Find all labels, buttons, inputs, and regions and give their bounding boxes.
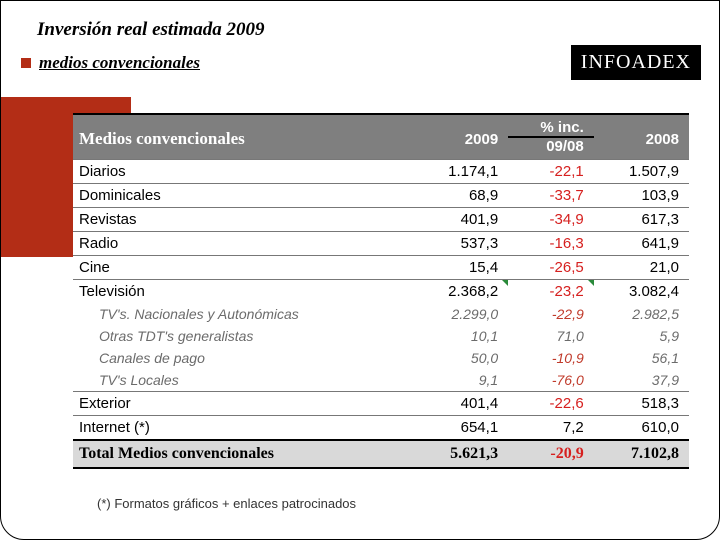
row-2009: 50,0: [413, 347, 508, 369]
row-2008: 610,0: [594, 416, 689, 441]
row-2009: 2.299,0: [413, 303, 508, 325]
footnote: (*) Formatos gráficos + enlaces patrocin…: [97, 496, 356, 511]
row-label: Exterior: [73, 392, 413, 416]
total-2009: 5.621,3: [413, 440, 508, 468]
row-2009: 9,1: [413, 369, 508, 392]
row-label: Cine: [73, 256, 413, 280]
row-label: Televisión: [73, 280, 413, 304]
row-label: TV's. Nacionales y Autonómicas: [73, 303, 413, 325]
row-2009: 10,1: [413, 325, 508, 347]
row-pct: -23,2: [508, 280, 594, 304]
row-label: Diarios: [73, 160, 413, 184]
row-2008: 5,9: [594, 325, 689, 347]
title-area: Inversión real estimada 2009: [1, 1, 719, 45]
row-pct: -26,5: [508, 256, 594, 280]
row-pct: -22,1: [508, 160, 594, 184]
table-row: Otras TDT's generalistas10,171,05,9: [73, 325, 689, 347]
table-row: Diarios1.174,1-22,11.507,9: [73, 160, 689, 184]
row-2008: 3.082,4: [594, 280, 689, 304]
row-2009: 1.174,1: [413, 160, 508, 184]
row-2009: 2.368,2: [413, 280, 508, 304]
total-label: Total Medios convencionales: [73, 440, 413, 468]
row-label: Otras TDT's generalistas: [73, 325, 413, 347]
row-pct: 71,0: [508, 325, 594, 347]
row-label: TV's Locales: [73, 369, 413, 392]
row-2009: 68,9: [413, 184, 508, 208]
row-pct: -76,0: [508, 369, 594, 392]
row-2008: 2.982,5: [594, 303, 689, 325]
table-row: Revistas401,9-34,9617,3: [73, 208, 689, 232]
table-row: Exterior401,4-22,6518,3: [73, 392, 689, 416]
page-title: Inversión real estimada 2009: [37, 19, 719, 41]
table-row: Televisión2.368,2-23,23.082,4: [73, 280, 689, 304]
page-subtitle: medios convencionales: [39, 53, 200, 73]
table-row: Radio537,3-16,3641,9: [73, 232, 689, 256]
row-label: Dominicales: [73, 184, 413, 208]
row-pct: -22,6: [508, 392, 594, 416]
table-row: Dominicales68,9-33,7103,9: [73, 184, 689, 208]
row-pct: 7,2: [508, 416, 594, 441]
table-footer: Total Medios convencionales 5.621,3 -20,…: [73, 440, 689, 468]
data-table-wrap: Medios convencionales 2009 % inc. 2008 0…: [73, 113, 689, 469]
table-row: Canales de pago50,0-10,956,1: [73, 347, 689, 369]
row-2008: 56,1: [594, 347, 689, 369]
row-2009: 401,4: [413, 392, 508, 416]
row-pct: -22,9: [508, 303, 594, 325]
col-header-2009: 2009: [413, 114, 508, 160]
row-pct: -33,7: [508, 184, 594, 208]
table-row: Internet (*)654,17,2610,0: [73, 416, 689, 441]
media-investment-table: Medios convencionales 2009 % inc. 2008 0…: [73, 113, 689, 469]
row-2008: 617,3: [594, 208, 689, 232]
row-pct: -34,9: [508, 208, 594, 232]
row-2008: 21,0: [594, 256, 689, 280]
table-row: TV's Locales9,1-76,037,9: [73, 369, 689, 392]
row-2008: 518,3: [594, 392, 689, 416]
row-label: Radio: [73, 232, 413, 256]
total-pct: -20,9: [508, 440, 594, 468]
brand-logo: INFOADEX: [571, 45, 701, 80]
table-body: Diarios1.174,1-22,11.507,9Dominicales68,…: [73, 160, 689, 441]
row-2009: 15,4: [413, 256, 508, 280]
row-label: Internet (*): [73, 416, 413, 441]
row-pct: -10,9: [508, 347, 594, 369]
row-2009: 654,1: [413, 416, 508, 441]
table-row: TV's. Nacionales y Autonómicas2.299,0-22…: [73, 303, 689, 325]
bullet-icon: [21, 58, 31, 68]
table-row: Cine15,4-26,521,0: [73, 256, 689, 280]
row-2008: 1.507,9: [594, 160, 689, 184]
row-2009: 537,3: [413, 232, 508, 256]
row-2008: 641,9: [594, 232, 689, 256]
row-label: Revistas: [73, 208, 413, 232]
row-label: Canales de pago: [73, 347, 413, 369]
col-header-2008: 2008: [594, 114, 689, 160]
col-header-pct-top: % inc.: [508, 114, 594, 137]
col-header-media: Medios convencionales: [73, 114, 413, 160]
table-header: Medios convencionales 2009 % inc. 2008 0…: [73, 114, 689, 160]
row-2008: 103,9: [594, 184, 689, 208]
col-header-pct-bot: 09/08: [508, 137, 594, 160]
row-2009: 401,9: [413, 208, 508, 232]
row-pct: -16,3: [508, 232, 594, 256]
total-2008: 7.102,8: [594, 440, 689, 468]
row-2008: 37,9: [594, 369, 689, 392]
slide-container: Inversión real estimada 2009 medios conv…: [0, 0, 720, 540]
